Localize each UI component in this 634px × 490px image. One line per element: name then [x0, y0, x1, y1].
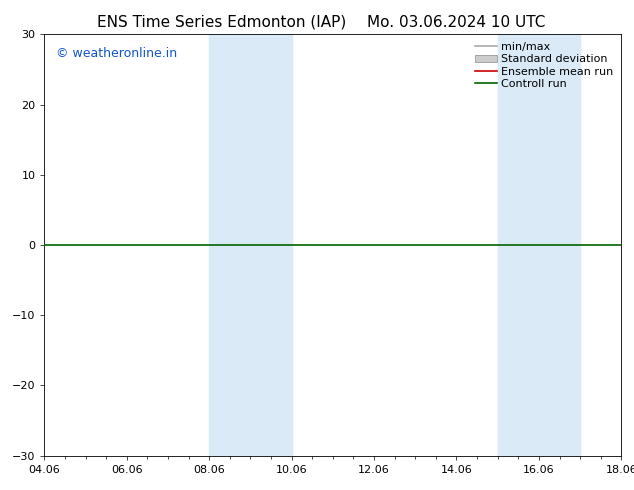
Bar	[250, 34, 292, 456]
Bar	[209, 34, 250, 456]
Text: © weatheronline.in: © weatheronline.in	[56, 47, 177, 60]
Bar	[498, 34, 539, 456]
Text: ENS Time Series Edmonton (IAP): ENS Time Series Edmonton (IAP)	[97, 15, 347, 30]
Text: Mo. 03.06.2024 10 UTC: Mo. 03.06.2024 10 UTC	[367, 15, 546, 30]
Legend: min/max, Standard deviation, Ensemble mean run, Controll run: min/max, Standard deviation, Ensemble me…	[472, 40, 616, 91]
Bar	[539, 34, 580, 456]
